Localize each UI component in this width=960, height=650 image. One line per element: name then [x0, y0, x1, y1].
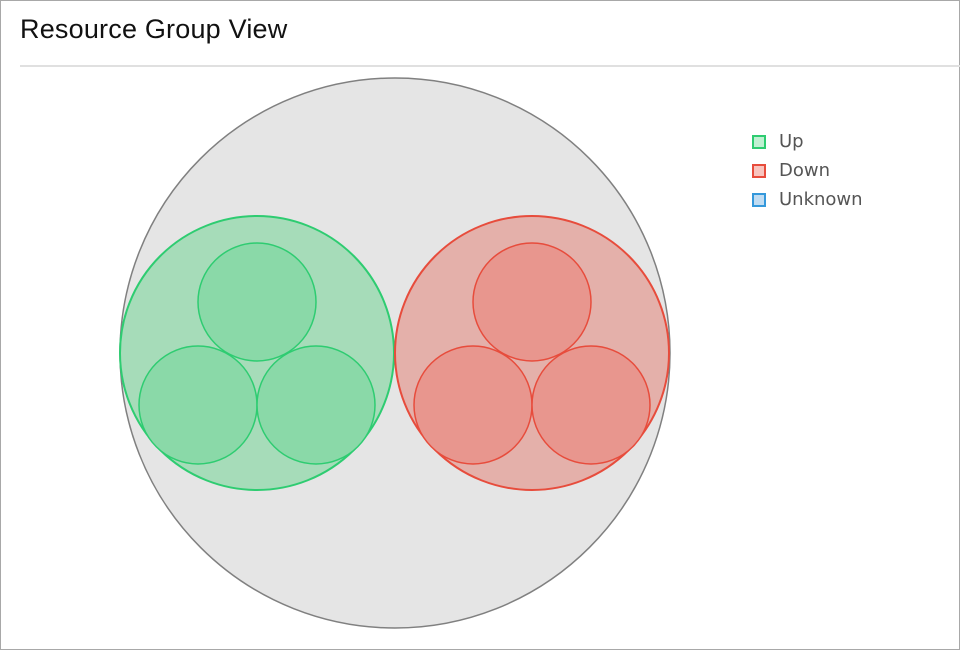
down-resource-circle[interactable] — [413, 345, 533, 465]
title-divider — [20, 65, 960, 67]
legend-item-down[interactable]: Down — [752, 151, 863, 190]
down-resource-circle[interactable] — [531, 345, 651, 465]
up-resource-circle[interactable] — [138, 345, 258, 465]
legend-swatch-down — [752, 163, 766, 178]
legend: Up Down Unknown — [752, 122, 863, 219]
up-resource-circle[interactable] — [197, 242, 317, 362]
legend-label: Down — [779, 160, 831, 181]
legend-item-up[interactable]: Up — [752, 122, 863, 161]
up-resource-circle[interactable] — [256, 345, 376, 465]
legend-swatch-unknown — [752, 192, 766, 207]
down-resource-circle[interactable] — [472, 242, 592, 362]
legend-item-unknown[interactable]: Unknown — [752, 180, 863, 219]
page-title: Resource Group View — [20, 14, 288, 44]
legend-label: Unknown — [779, 189, 863, 210]
legend-label: Up — [779, 131, 804, 152]
legend-swatch-up — [752, 134, 766, 149]
